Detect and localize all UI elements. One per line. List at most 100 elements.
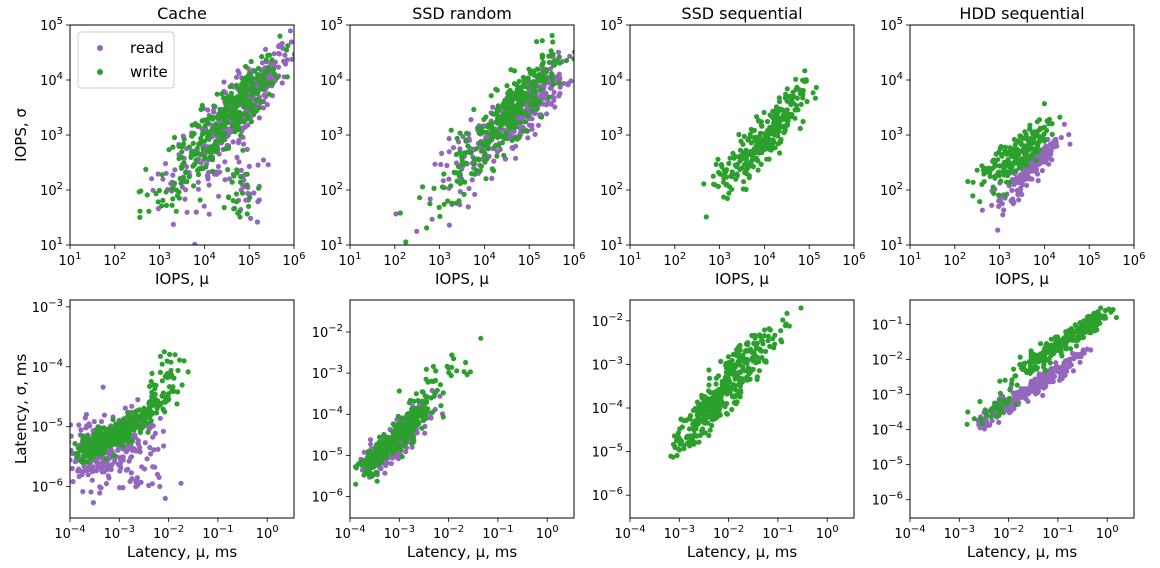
- write-point: [1009, 381, 1014, 386]
- write-point: [1017, 165, 1022, 170]
- write-point: [748, 132, 753, 137]
- write-point: [992, 161, 997, 166]
- read-point: [1010, 196, 1015, 201]
- x-tick-label: 10−3: [384, 524, 415, 542]
- read-point: [414, 229, 419, 234]
- write-point: [1089, 314, 1094, 319]
- write-point: [203, 156, 208, 161]
- write-point: [108, 426, 113, 431]
- read-point: [575, 44, 580, 49]
- write-point: [777, 150, 782, 155]
- read-point: [237, 71, 242, 76]
- write-point: [169, 186, 174, 191]
- write-point: [212, 147, 217, 152]
- write-point: [423, 393, 428, 398]
- write-point: [442, 202, 447, 207]
- read-point: [552, 90, 557, 95]
- read-point: [447, 136, 452, 141]
- read-point: [536, 123, 541, 128]
- x-tick-label: 10−1: [762, 524, 793, 542]
- write-point: [98, 447, 103, 452]
- write-point: [145, 430, 150, 435]
- write-point: [187, 144, 192, 149]
- write-point: [533, 102, 538, 107]
- read-point: [127, 459, 132, 464]
- read-point: [101, 385, 106, 390]
- read-point: [64, 463, 69, 468]
- read-point: [1054, 364, 1059, 369]
- write-point: [728, 156, 733, 161]
- write-point: [1048, 353, 1053, 358]
- read-point: [157, 475, 162, 480]
- write-point: [738, 384, 743, 389]
- write-point: [744, 187, 749, 192]
- write-point: [354, 465, 359, 470]
- write-point: [722, 168, 727, 173]
- read-point: [60, 457, 65, 462]
- write-point: [463, 360, 468, 365]
- write-point: [378, 461, 383, 466]
- write-point: [267, 53, 272, 58]
- write-point: [72, 441, 77, 446]
- write-point: [243, 111, 248, 116]
- write-point: [172, 352, 177, 357]
- write-point: [794, 103, 799, 108]
- x-axis-label: Latency, μ, ms: [967, 543, 1078, 561]
- write-point: [81, 444, 86, 449]
- write-point: [158, 354, 163, 359]
- x-axis-label: Latency, μ, ms: [127, 543, 238, 561]
- x-tick-label: 103: [988, 251, 1011, 269]
- read-point: [155, 447, 160, 452]
- write-point: [215, 92, 220, 97]
- write-point: [798, 305, 803, 310]
- write-point: [143, 167, 148, 172]
- write-point: [740, 156, 745, 161]
- write-point: [462, 180, 467, 185]
- write-point: [144, 420, 149, 425]
- read-point: [1036, 178, 1041, 183]
- write-point: [194, 158, 199, 163]
- write-point: [245, 182, 250, 187]
- write-point: [741, 151, 746, 156]
- write-point: [737, 167, 742, 172]
- write-point: [500, 122, 505, 127]
- write-point: [208, 115, 213, 120]
- read-point: [160, 177, 165, 182]
- read-point: [451, 145, 456, 150]
- write-point: [972, 416, 977, 421]
- write-point: [992, 174, 997, 179]
- write-point: [753, 353, 758, 358]
- write-point: [411, 439, 416, 444]
- write-point: [498, 133, 503, 138]
- read-point: [78, 427, 83, 432]
- read-point: [1040, 168, 1045, 173]
- read-point: [441, 178, 446, 183]
- write-point: [200, 103, 205, 108]
- write-point: [182, 137, 187, 142]
- write-point: [720, 380, 725, 385]
- write-point: [353, 482, 358, 487]
- write-point: [979, 163, 984, 168]
- write-point: [424, 400, 429, 405]
- read-point: [192, 242, 197, 247]
- write-point: [266, 92, 271, 97]
- plot-frame: [350, 300, 574, 518]
- write-point: [715, 157, 720, 162]
- write-point: [714, 389, 719, 394]
- write-point: [1037, 117, 1042, 122]
- panel-title: HDD sequential: [959, 4, 1084, 23]
- read-point: [149, 176, 154, 181]
- write-point: [524, 96, 529, 101]
- write-point: [785, 99, 790, 104]
- write-point: [182, 358, 187, 363]
- write-point: [762, 110, 767, 115]
- write-point: [1063, 337, 1068, 342]
- read-point: [211, 109, 216, 114]
- read-point: [125, 467, 130, 472]
- write-point: [408, 398, 413, 403]
- write-point: [164, 189, 169, 194]
- write-point: [408, 416, 413, 421]
- read-point: [1015, 188, 1020, 193]
- legend-read-marker: [97, 45, 103, 51]
- read-point: [557, 91, 562, 96]
